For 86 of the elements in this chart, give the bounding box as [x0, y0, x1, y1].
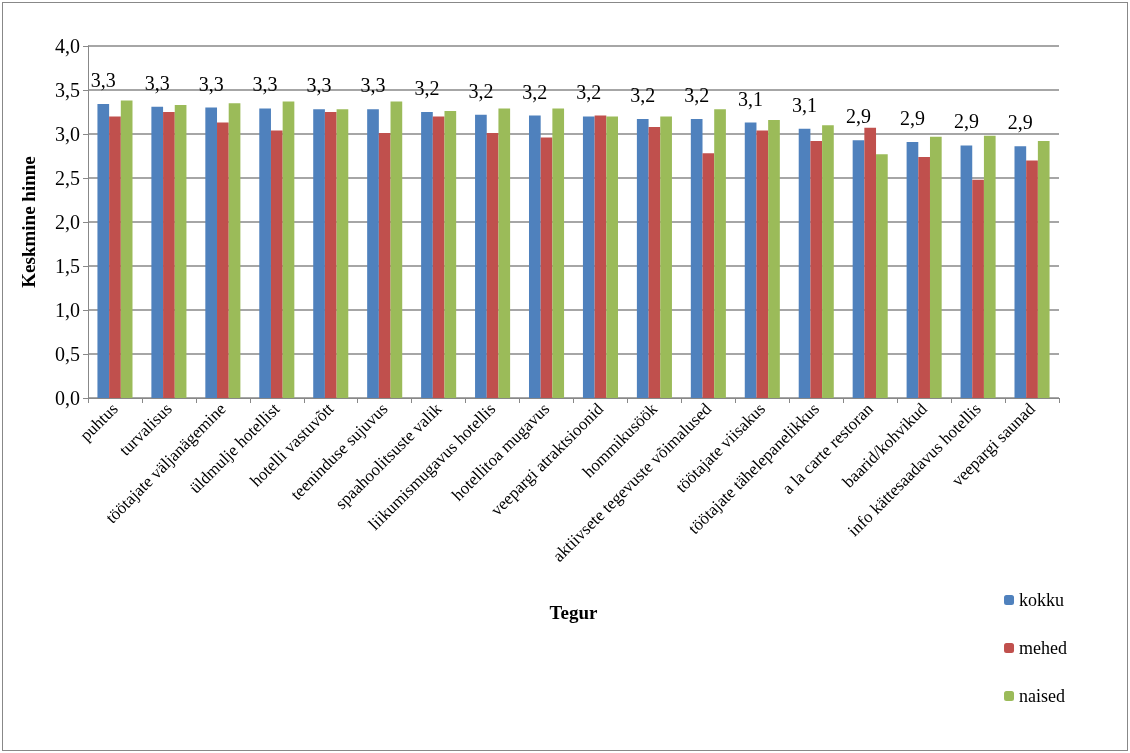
- bar: [336, 109, 349, 398]
- bar: [1014, 146, 1027, 398]
- legend-label: naised: [1019, 686, 1065, 706]
- bar: [864, 127, 877, 398]
- data-label: 3,3: [306, 74, 332, 97]
- x-axis-title: Tegur: [549, 602, 598, 623]
- bar: [660, 116, 672, 398]
- bar: [486, 133, 499, 398]
- data-label: 3,3: [360, 74, 386, 97]
- bar: [768, 119, 780, 398]
- data-label: 3,2: [630, 84, 656, 107]
- y-tick-label: 2,0: [55, 211, 80, 233]
- bar: [421, 112, 433, 398]
- legend-label: mehed: [1019, 638, 1067, 658]
- bar: [810, 141, 823, 398]
- bar: [228, 103, 241, 398]
- bar: [217, 122, 229, 398]
- bar: [475, 114, 487, 398]
- bar: [432, 116, 445, 398]
- data-label: 3,3: [144, 71, 170, 94]
- bar: [822, 125, 834, 398]
- bar: [390, 101, 403, 398]
- bar: [109, 116, 121, 398]
- bar: [444, 111, 457, 398]
- legend-label: kokku: [1019, 590, 1065, 610]
- y-tick-label: 3,0: [55, 123, 80, 145]
- data-label: 2,9: [899, 106, 925, 129]
- bar: [852, 140, 865, 398]
- y-tick-label: 0,5: [55, 343, 80, 365]
- data-label: 3,1: [792, 93, 818, 116]
- data-label: 2,9: [846, 105, 872, 128]
- data-label: 3,2: [522, 80, 548, 103]
- data-label: 3,2: [468, 79, 494, 102]
- bar: [313, 109, 325, 398]
- bar: [270, 130, 283, 398]
- data-label: 2,9: [953, 110, 979, 133]
- bar: [906, 141, 919, 398]
- bar: [929, 136, 942, 398]
- data-label: 3,1: [738, 87, 764, 110]
- bar: [960, 145, 973, 398]
- bar: [606, 116, 618, 398]
- data-label: 3,3: [90, 69, 116, 92]
- y-tick-label: 0,0: [55, 387, 80, 409]
- bar: [151, 106, 164, 398]
- bar: [636, 119, 649, 398]
- bar: [120, 100, 133, 398]
- bar: [174, 104, 187, 398]
- bar: [378, 133, 391, 398]
- bar: [259, 108, 271, 398]
- bar: [552, 108, 565, 398]
- bar: [594, 115, 607, 398]
- bar: [205, 107, 218, 398]
- bar: [367, 109, 379, 398]
- data-label: 3,3: [252, 73, 278, 96]
- bar: [282, 101, 295, 398]
- y-tick-label: 3,5: [55, 79, 80, 101]
- bar: [529, 115, 541, 398]
- bar: [1037, 141, 1050, 398]
- y-tick-label: 1,5: [55, 255, 80, 277]
- bar: [648, 126, 661, 398]
- bar: [756, 130, 769, 398]
- bar: [1026, 160, 1038, 398]
- bar: [798, 128, 811, 398]
- data-label: 3,2: [684, 84, 710, 107]
- bar: [744, 122, 757, 398]
- bar: [690, 119, 703, 398]
- bar: [582, 116, 595, 398]
- bar: [983, 135, 996, 398]
- bar: [540, 137, 553, 398]
- bar: [876, 154, 888, 398]
- bar: [918, 156, 930, 398]
- data-label: 3,3: [198, 72, 224, 95]
- data-label: 3,2: [576, 81, 602, 104]
- y-tick-label: 2,5: [55, 167, 80, 189]
- bar: [163, 112, 175, 398]
- bar: [324, 112, 337, 398]
- bar: [972, 179, 984, 398]
- y-axis-title: Keskmine hinne: [18, 156, 39, 288]
- y-tick-label: 1,0: [55, 299, 80, 321]
- data-label: 2,9: [1007, 111, 1033, 134]
- y-tick-label: 4,0: [55, 35, 80, 57]
- bar: [97, 104, 110, 398]
- bar: [714, 109, 726, 398]
- bar: [498, 108, 511, 398]
- bar: [702, 153, 715, 398]
- data-label: 3,2: [414, 77, 440, 99]
